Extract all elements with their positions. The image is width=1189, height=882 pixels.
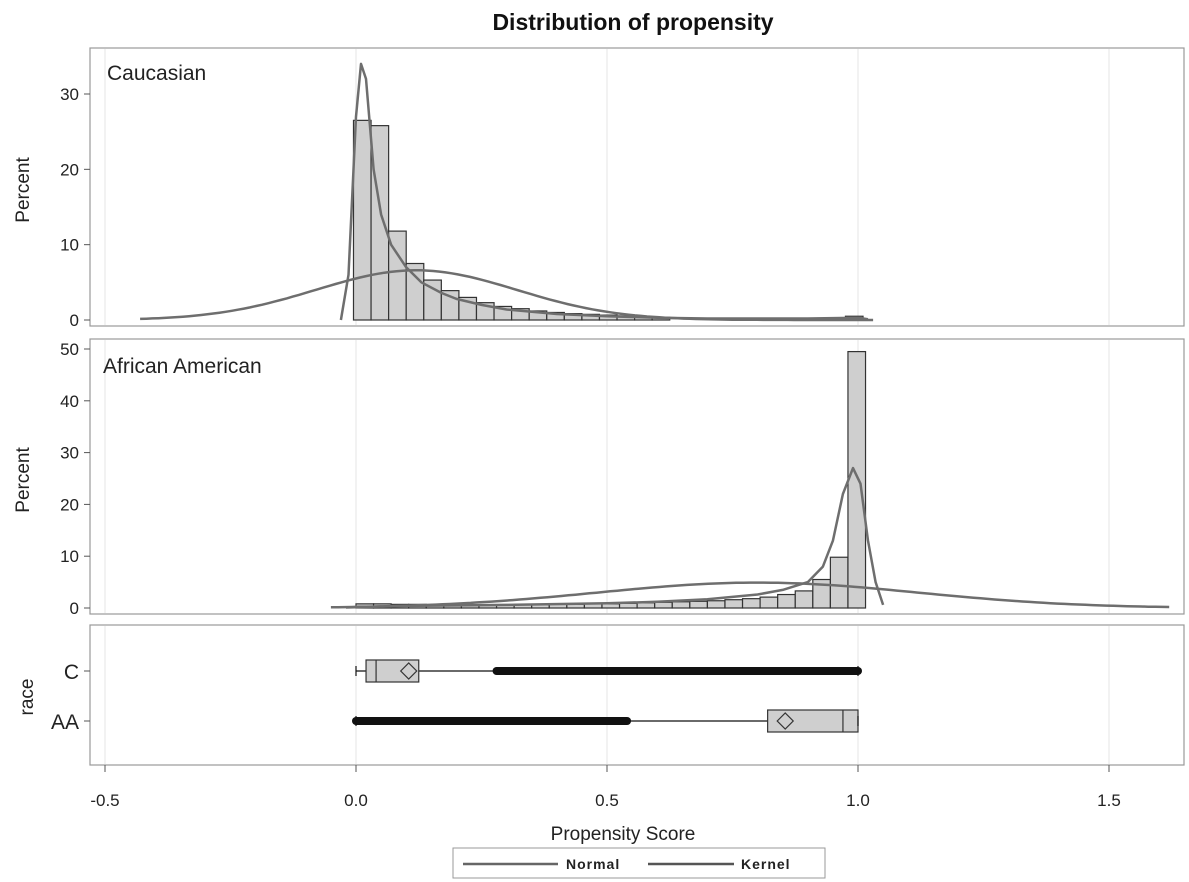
- histogram-bar: [706, 600, 726, 609]
- histogram-bar: [759, 596, 779, 609]
- x-tick-label: 1.5: [1097, 791, 1121, 810]
- box-iqr: [365, 659, 420, 683]
- y-axis-label: Percent: [13, 157, 34, 223]
- panel-boxplot: C AA race: [17, 624, 1185, 766]
- histogram-bar: [636, 602, 656, 609]
- histogram-bars: [355, 350, 867, 609]
- x-axis: -0.5 0.0 0.5 1.0 1.5 Propensity Score: [90, 764, 1184, 845]
- x-axis-ticks: -0.5 0.0 0.5 1.0 1.5: [90, 765, 1121, 810]
- kernel-curve: [345, 466, 885, 609]
- y-tick-label: 10: [60, 547, 79, 566]
- chart-title: Distribution of propensity: [492, 9, 773, 35]
- gridlines: [104, 340, 1110, 613]
- gridlines: [104, 49, 1110, 325]
- normal-curve: [330, 581, 1170, 609]
- histogram-bars: [352, 119, 864, 321]
- histogram-bar: [794, 590, 814, 609]
- histogram-bar: [405, 262, 425, 321]
- histogram-bar: [777, 593, 796, 609]
- legend-label-kernel: Kernel: [741, 856, 791, 872]
- y-tick-label: 20: [60, 160, 79, 179]
- y-axis-label: race: [17, 679, 38, 716]
- y-tick-label: 10: [60, 236, 79, 255]
- histogram-bar: [829, 556, 849, 609]
- x-tick-label: 0.0: [344, 791, 368, 810]
- box-plots: [352, 659, 862, 733]
- y-axis-label: Percent: [13, 447, 34, 513]
- legend-label-normal: Normal: [566, 856, 620, 872]
- panel-label: Caucasian: [107, 62, 206, 85]
- density-curves: [330, 466, 1170, 609]
- y-tick-label: 0: [70, 311, 79, 330]
- y-tick-label: 20: [60, 495, 79, 514]
- box-mean-marker: [399, 662, 418, 680]
- y-tick-label: 30: [60, 444, 79, 463]
- kernel-curve: [339, 62, 869, 321]
- histogram-bar: [741, 598, 761, 609]
- density-curves: [140, 62, 874, 322]
- histogram-bar: [352, 119, 372, 321]
- histogram-bar: [370, 125, 390, 321]
- y-axis-ticks: C AA: [51, 661, 90, 734]
- x-axis-label: Propensity Score: [551, 824, 696, 845]
- y-tick-label: 30: [60, 85, 79, 104]
- histogram-bar: [847, 350, 867, 609]
- box-mean-marker: [776, 712, 795, 730]
- panel-frame: [89, 338, 1185, 615]
- histogram-bar: [689, 600, 709, 609]
- histogram-bar: [724, 599, 744, 609]
- y-tick-label: 40: [60, 392, 79, 411]
- y-axis-ticks: 0 10 20 30: [60, 85, 90, 330]
- normal-curve: [140, 269, 874, 322]
- histogram-bar: [654, 601, 673, 609]
- legend: Normal Kernel: [452, 847, 826, 879]
- y-tick-label: 50: [60, 340, 79, 359]
- gridlines: [104, 626, 1110, 764]
- panel-caucasian: 0 10 20 30 Caucasian Percent: [13, 47, 1185, 330]
- y-axis-ticks: 0 10 20 30 40 50: [60, 340, 90, 618]
- panel-label: African American: [103, 355, 262, 378]
- x-tick-label: -0.5: [90, 791, 119, 810]
- panel-african-american: 0 10 20 30 40 50 African American Percent: [13, 338, 1185, 618]
- box-iqr: [767, 709, 859, 733]
- x-tick-label: 1.0: [846, 791, 870, 810]
- panel-frame: [89, 47, 1185, 327]
- y-tick-label: 0: [70, 599, 79, 618]
- y-tick-label: AA: [51, 711, 79, 734]
- panel-frame: [89, 624, 1185, 766]
- x-tick-label: 0.5: [595, 791, 619, 810]
- y-tick-label: C: [64, 661, 79, 684]
- histogram-bar: [671, 601, 691, 609]
